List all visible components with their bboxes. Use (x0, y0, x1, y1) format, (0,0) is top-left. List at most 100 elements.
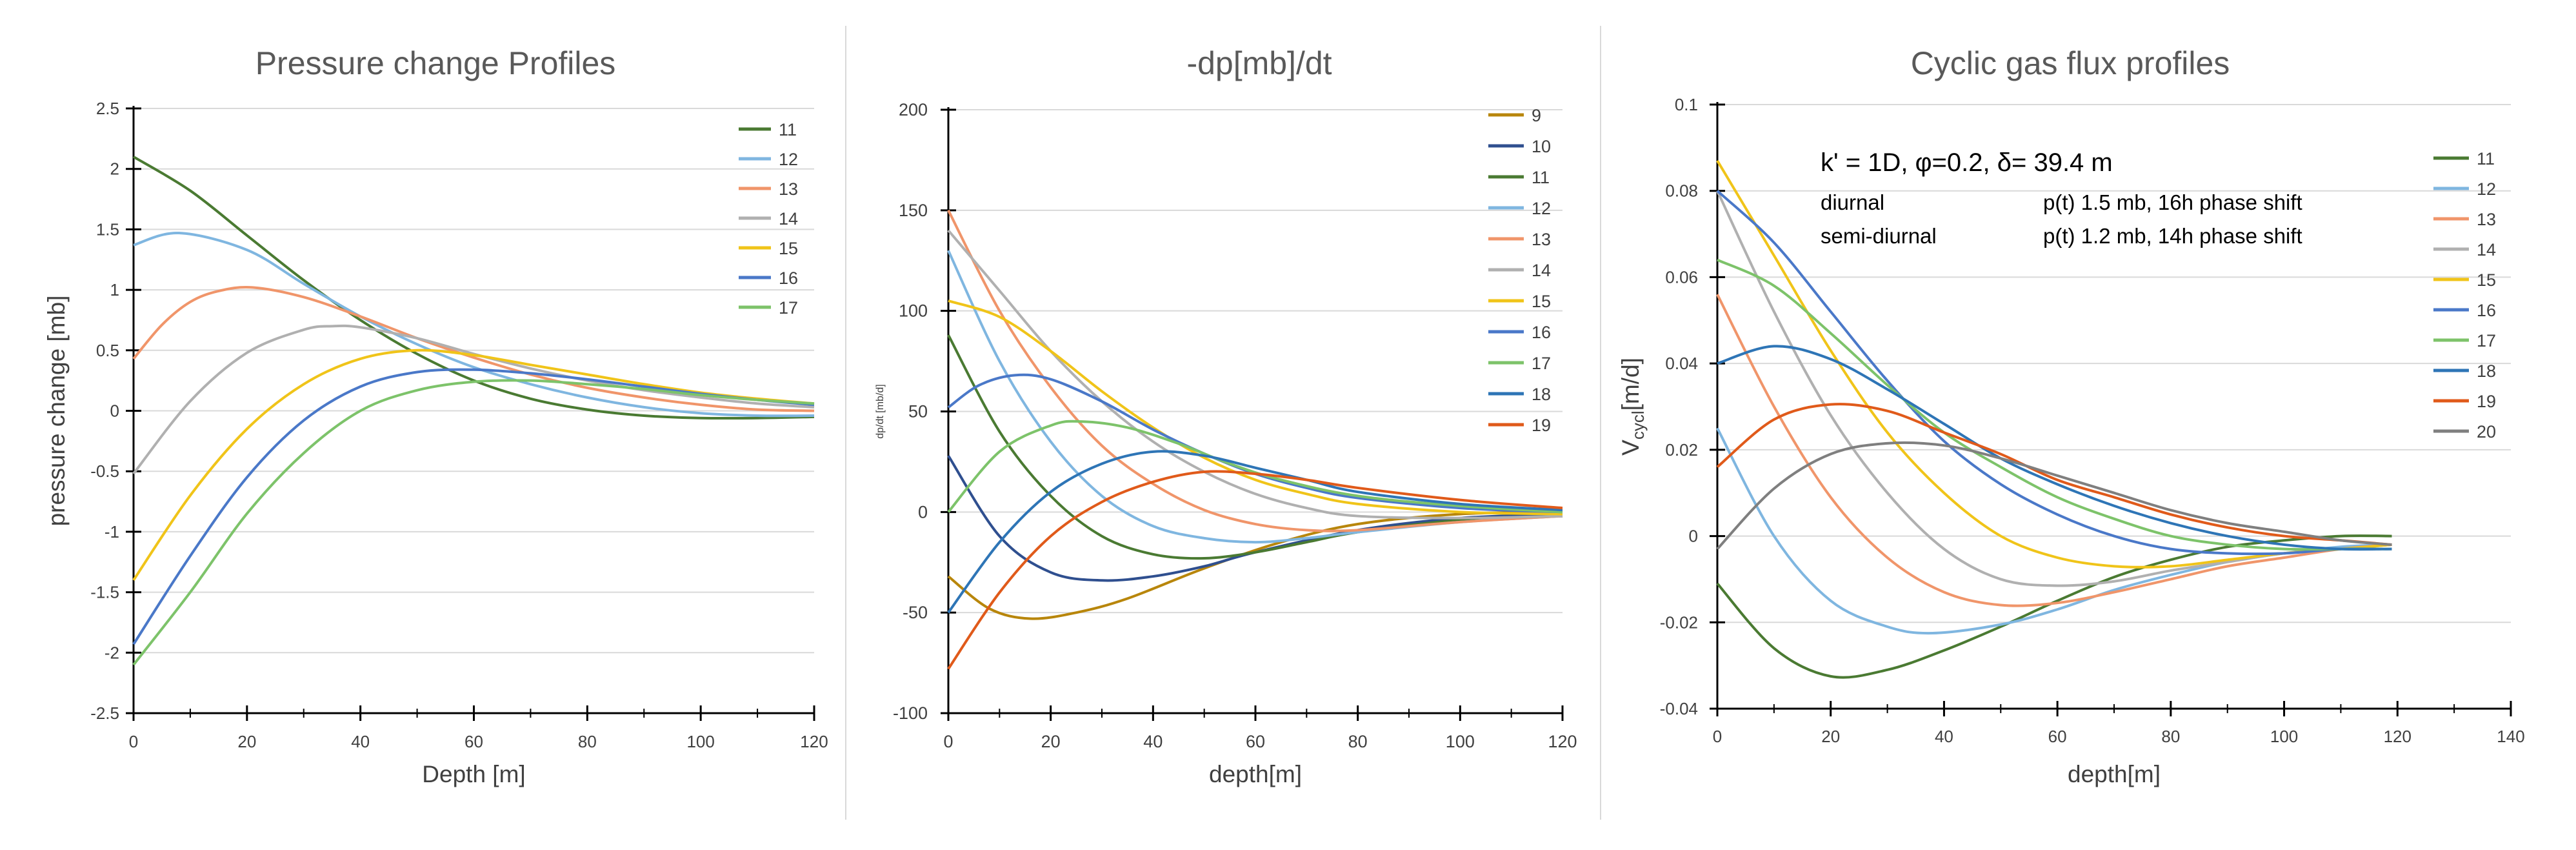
x-tick-label: 120 (1548, 732, 1577, 751)
y-tick-label: -1.5 (90, 583, 119, 602)
series-line-14 (132, 324, 815, 475)
series-line-15 (948, 299, 1563, 516)
x-axis-label: Depth [m] (422, 761, 525, 787)
legend-label-16: 16 (2477, 301, 2496, 320)
y-tick-label: 150 (899, 201, 928, 220)
x-tick-label: 100 (2270, 727, 2298, 746)
series-line-16 (947, 373, 1563, 514)
series-line-20 (1716, 441, 2392, 550)
legend-label-18: 18 (1532, 385, 1551, 404)
annotation-diurnal-label: diurnal (1821, 190, 1884, 214)
legend-label-16: 16 (1532, 323, 1551, 342)
legend-label-13: 13 (1532, 230, 1551, 249)
annotation-semidiurnal-value: p(t) 1.2 mb, 14h phase shift (2043, 224, 2302, 248)
annotation-semidiurnal-label: semi-diurnal (1821, 224, 1937, 248)
series-line-19 (947, 470, 1563, 670)
y-tick-label: 2.5 (96, 99, 119, 118)
panel-divider (845, 26, 846, 820)
y-tick-label: 1 (110, 280, 119, 299)
legend-label-18: 18 (2477, 361, 2496, 381)
legend-label-17: 17 (1532, 354, 1551, 373)
legend-label-13: 13 (779, 179, 798, 199)
legend-label-13: 13 (2477, 210, 2496, 229)
y-tick-label: 50 (908, 402, 928, 421)
legend-label-17: 17 (2477, 331, 2496, 350)
y-tick-label: -50 (903, 603, 928, 622)
legend-label-15: 15 (779, 239, 798, 258)
y-tick-label: 0.04 (1665, 354, 1698, 373)
y-tick-label: 0.08 (1665, 181, 1698, 201)
x-tick-label: 100 (686, 732, 714, 751)
series-line-18 (947, 450, 1563, 614)
y-tick-label: 0 (918, 502, 928, 521)
series-line-10 (947, 454, 1563, 582)
y-tick-label: 0.5 (96, 341, 119, 360)
y-axis-label: pressure change [mb] (43, 296, 70, 527)
legend-label-17: 17 (779, 298, 798, 318)
legend-label-15: 15 (1532, 292, 1551, 311)
x-tick-label: 60 (2048, 727, 2067, 746)
y-tick-label: 0 (110, 401, 119, 421)
legend-label-11: 11 (779, 120, 797, 139)
y-tick-label: -1 (105, 522, 119, 541)
series-line-14 (1716, 190, 2392, 587)
x-tick-label: 100 (1446, 732, 1475, 751)
series-line-12 (133, 232, 815, 418)
y-tick-label: 0.02 (1665, 440, 1698, 460)
legend-label-11: 11 (2477, 149, 2495, 168)
chart-panel-gas-flux: Cyclic gas flux profiles -0.04 -0.02 0 0.02 0… (1601, 0, 2576, 850)
series-line-17 (1717, 258, 2392, 551)
legend-label-20: 20 (2477, 422, 2496, 441)
y-tick-label: -100 (893, 703, 928, 723)
series-line-11 (132, 156, 815, 420)
series-line-13 (132, 285, 815, 412)
x-tick-label: 60 (1246, 732, 1265, 751)
series-line-16 (1716, 190, 2392, 556)
chart-title: Cyclic gas flux profiles (1911, 45, 2230, 81)
y-tick-label: 200 (899, 100, 928, 119)
chart-dpdt: -dp[mb]/dt -100 -50 0 50 100 150 200 0 20 40 60 80 10… (875, 45, 1577, 787)
y-tick-label: 0.06 (1665, 267, 1698, 287)
chart-title: -dp[mb]/dt (1186, 45, 1332, 81)
x-tick-label: 80 (2161, 727, 2180, 746)
x-tick-label: 40 (351, 732, 370, 751)
y-tick-label: 2 (110, 159, 119, 179)
series-line-12 (947, 250, 1563, 544)
legend-label-11: 11 (1532, 168, 1550, 187)
series-line-15 (132, 349, 815, 581)
legend-label-14: 14 (2477, 240, 2496, 259)
x-tick-label: 40 (1143, 732, 1163, 751)
legend-label-9: 9 (1532, 106, 1541, 125)
x-tick-label: 0 (943, 732, 953, 751)
chart-title: Pressure change Profiles (255, 45, 616, 81)
legend-label-14: 14 (779, 209, 798, 228)
series-line-9 (947, 511, 1563, 620)
x-axis-label: depth[m] (1209, 761, 1302, 787)
legend-label-14: 14 (1532, 261, 1551, 280)
x-axis-label: depth[m] (2068, 761, 2161, 787)
annotation-parameters: k' = 1D, φ=0.2, δ= 39.4 m (1821, 148, 2113, 177)
y-tick-label: -0.04 (1660, 699, 1698, 718)
series-line-13 (947, 209, 1563, 532)
legend-label-12: 12 (779, 150, 798, 169)
chart-panel-pressure-change: Pressure change Profiles -2.5 -2 -1.5 -1 -0.5… (0, 0, 845, 850)
series-line-18 (1717, 345, 2392, 551)
annotation-diurnal-value: p(t) 1.5 mb, 16h phase shift (2043, 190, 2302, 214)
y-tick-label: 1.5 (96, 219, 119, 239)
legend-label-12: 12 (2477, 179, 2496, 199)
x-tick-label: 20 (1821, 727, 1840, 746)
x-tick-label: 140 (2497, 727, 2524, 746)
legend-label-15: 15 (2477, 270, 2496, 290)
y-axis-label: dp/dt [mb/d] (875, 384, 886, 439)
x-tick-label: 40 (1935, 727, 1953, 746)
y-tick-label: 100 (899, 301, 928, 321)
series-line-13 (1716, 294, 2392, 607)
x-tick-label: 20 (1041, 732, 1061, 751)
chart-gas-flux: Cyclic gas flux profiles -0.04 -0.02 0 0.02 0… (1617, 45, 2525, 787)
chart-panel-dpdt: -dp[mb]/dt -100 -50 0 50 100 150 200 0 20 40 60 80 10… (846, 0, 1600, 850)
y-tick-label: -0.5 (90, 461, 119, 481)
legend-label-19: 19 (1532, 416, 1551, 435)
x-tick-label: 120 (2384, 727, 2411, 746)
y-tick-label: 0.1 (1675, 95, 1698, 114)
x-tick-label: 0 (1713, 727, 1722, 746)
